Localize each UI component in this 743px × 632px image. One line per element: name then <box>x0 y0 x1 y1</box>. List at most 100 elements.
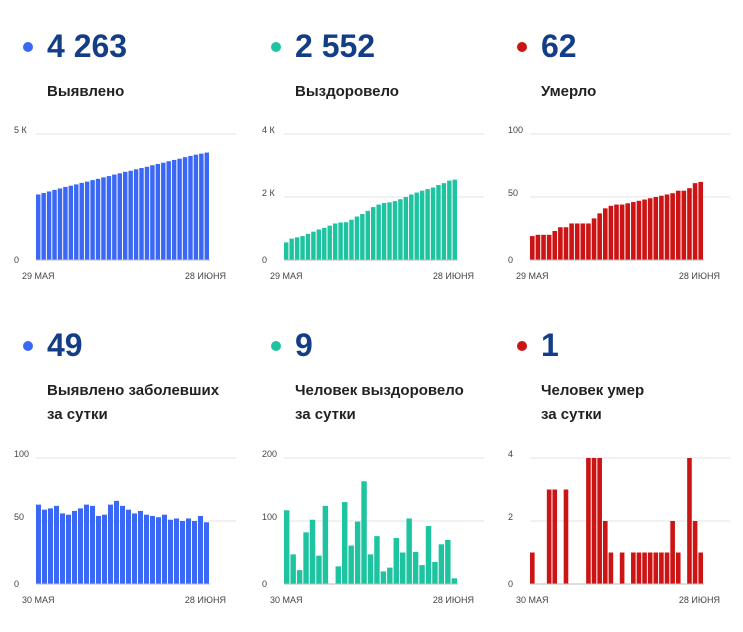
bar <box>419 565 425 584</box>
y-tick-label: 5 К <box>14 125 28 135</box>
bar <box>161 162 166 260</box>
bar <box>642 552 647 584</box>
bar <box>552 231 558 260</box>
bar <box>309 519 316 584</box>
bar <box>168 519 173 584</box>
bar <box>647 552 653 584</box>
x-start-label: 29 МАЯ <box>270 271 303 281</box>
bar <box>552 489 558 584</box>
recovered-daily-label-line-2: за сутки <box>295 406 356 423</box>
bar <box>675 190 681 260</box>
bar <box>182 157 188 260</box>
bar <box>591 218 597 260</box>
bar <box>569 223 574 260</box>
bar <box>66 514 71 584</box>
bar <box>376 204 381 260</box>
bar <box>631 552 636 584</box>
y-tick-label: 50 <box>508 188 518 198</box>
recovered-label-line: Выздоровело <box>295 83 399 100</box>
bar <box>441 183 447 260</box>
bar <box>57 188 63 260</box>
y-tick-label: 100 <box>508 125 523 135</box>
bar <box>436 185 441 260</box>
bar <box>72 510 77 584</box>
bar <box>625 203 631 260</box>
bar <box>393 538 399 584</box>
bar <box>432 561 438 584</box>
bar <box>284 510 290 584</box>
bar <box>563 227 569 260</box>
y-tick-label: 0 <box>262 579 267 589</box>
y-tick-label: 0 <box>14 255 19 265</box>
bar <box>290 554 296 584</box>
detected-daily-chart: 0 50 100 30 МАЯ 28 ИЮНЯ <box>14 449 236 605</box>
bar <box>452 179 457 260</box>
bar <box>46 191 52 260</box>
bar <box>387 567 393 584</box>
bar <box>338 222 343 260</box>
bar <box>670 521 675 584</box>
bar <box>445 539 451 584</box>
bar <box>150 165 155 260</box>
bar <box>367 554 374 584</box>
deaths-dot-icon <box>517 42 527 52</box>
bar <box>400 552 406 584</box>
bar <box>451 578 457 584</box>
bar <box>541 234 546 260</box>
bar <box>698 552 703 584</box>
y-tick-label: 0 <box>508 255 513 265</box>
bar <box>78 508 83 584</box>
x-end-label: 28 ИЮНЯ <box>679 271 720 281</box>
bar <box>636 200 642 260</box>
y-tick-label: 200 <box>262 449 277 459</box>
bar <box>419 190 425 260</box>
bar <box>289 238 294 260</box>
bar <box>112 174 117 260</box>
bar <box>360 214 365 260</box>
detected-daily-label: Выявлено заболевших за сутки <box>47 379 219 427</box>
detected-daily-label-line-1: Выявлено заболевших <box>47 382 220 399</box>
bar <box>653 552 659 584</box>
bar <box>430 187 436 260</box>
bar <box>156 517 161 584</box>
deaths-daily-label-line-1: Человек умер <box>541 382 645 399</box>
bar <box>574 223 580 260</box>
bar <box>365 210 370 260</box>
bar <box>425 189 430 260</box>
x-start-label: 29 МАЯ <box>22 271 55 281</box>
x-start-label: 29 МАЯ <box>516 271 549 281</box>
bar <box>133 169 139 260</box>
bar <box>354 216 360 260</box>
bar <box>447 180 452 260</box>
x-end-label: 28 ИЮНЯ <box>679 595 720 605</box>
recovered-daily-label: Человек выздоровело за сутки <box>295 379 464 427</box>
detected-chart: 0 5 К 29 МАЯ 28 ИЮНЯ <box>14 125 236 281</box>
bar <box>144 514 149 584</box>
bar <box>311 231 316 260</box>
bar <box>381 202 387 260</box>
recovered-daily-total: 9 <box>295 327 313 363</box>
recovered-daily-chart: 0 100 200 30 МАЯ 28 ИЮНЯ <box>262 449 484 605</box>
bar <box>79 182 84 260</box>
deaths-daily-dot-icon <box>517 341 527 351</box>
bar <box>586 458 591 584</box>
bar <box>597 213 602 260</box>
bar <box>406 518 412 584</box>
bar <box>48 508 53 584</box>
detected-daily-dot-icon <box>23 341 33 351</box>
recovered-dot-icon <box>271 42 281 52</box>
bar <box>60 513 65 584</box>
deaths-daily-label-line-2: за сутки <box>541 406 602 423</box>
bar <box>198 515 203 584</box>
bar <box>586 223 591 260</box>
bar <box>294 237 300 260</box>
deaths-label-line: Умерло <box>541 83 597 100</box>
bar <box>36 194 41 260</box>
bar <box>558 227 563 260</box>
y-tick-label: 0 <box>14 579 19 589</box>
x-end-label: 28 ИЮНЯ <box>185 595 226 605</box>
x-end-label: 28 ИЮНЯ <box>433 271 474 281</box>
bar <box>380 571 387 584</box>
detected-daily-total: 49 <box>47 327 83 363</box>
bar <box>327 225 332 260</box>
